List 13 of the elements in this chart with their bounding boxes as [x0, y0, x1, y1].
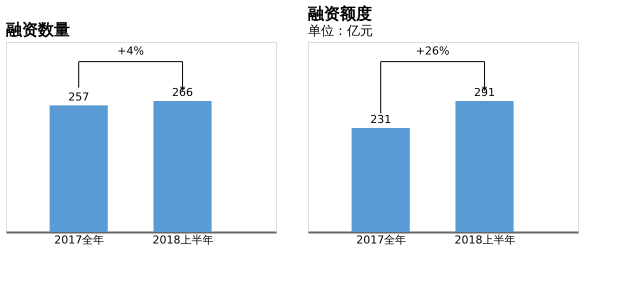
x-tick-label: 2017全年: [54, 234, 104, 246]
data-label: 266: [172, 86, 194, 99]
x-tick-label: 2018上半年: [152, 234, 214, 246]
data-label: 257: [68, 90, 90, 104]
x-tick-label: 2018上半年: [454, 234, 516, 246]
text: +4%: [117, 44, 144, 58]
chart-title: 融资额度: [308, 4, 372, 23]
data-label: 291: [474, 86, 496, 99]
data-label: 231: [370, 112, 392, 126]
text: +26%: [416, 44, 450, 58]
x-tick-label: 2017全年: [356, 234, 406, 246]
chart-subtitle: 单位：亿元: [308, 24, 373, 39]
chart-title: 融资数量: [6, 20, 70, 39]
